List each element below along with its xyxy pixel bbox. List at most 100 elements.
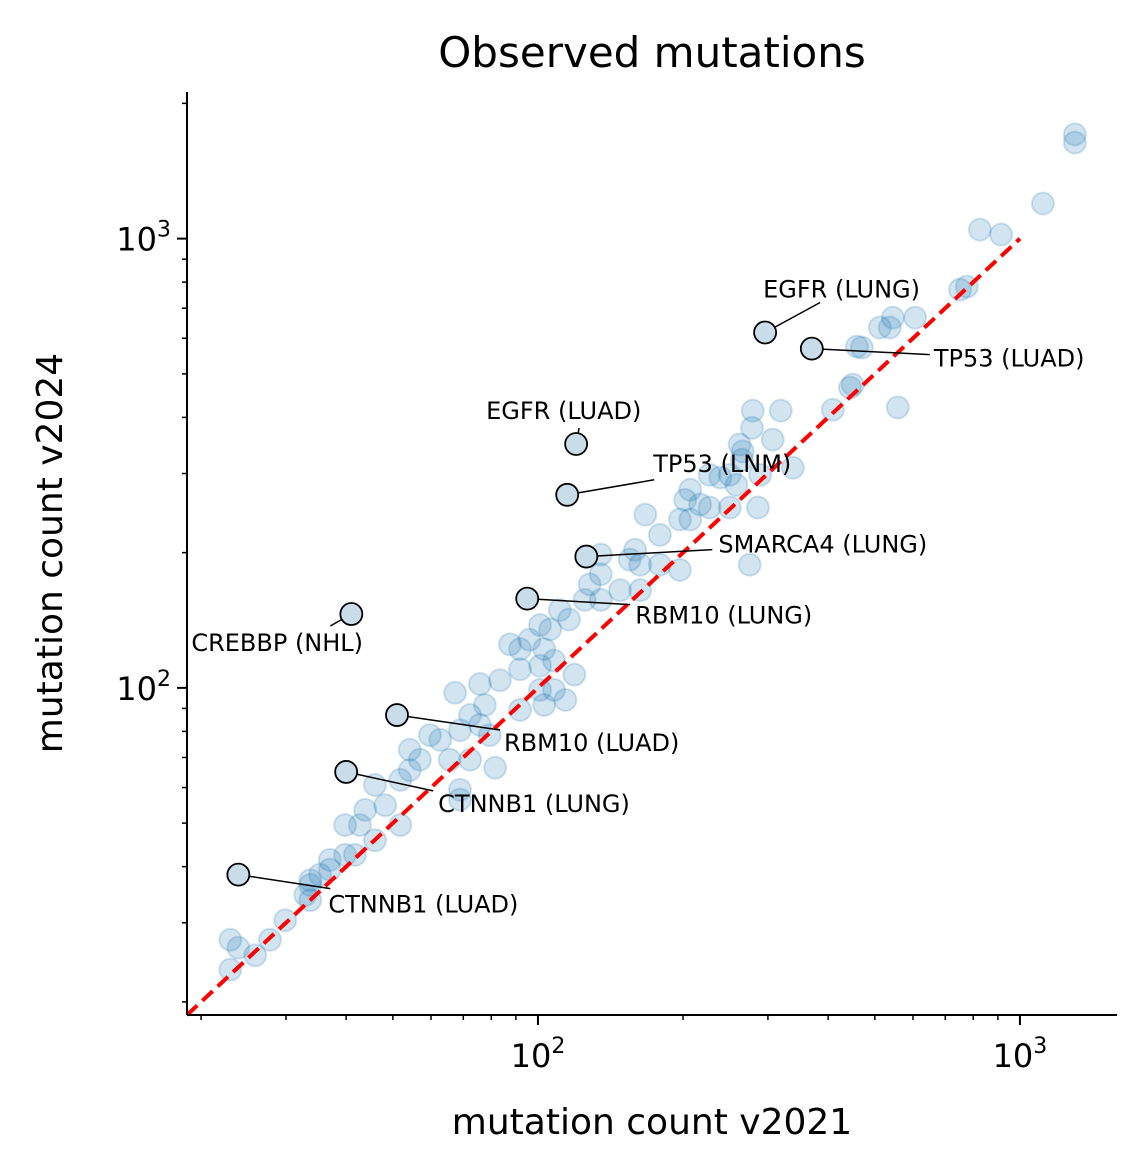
annotation-leader-line — [586, 548, 713, 558]
x-tick-label: 102 — [511, 1034, 566, 1075]
data-point — [553, 687, 578, 712]
data-point — [717, 462, 742, 487]
tick-base: 10 — [116, 670, 157, 708]
reference-line — [185, 237, 1022, 1017]
data-point — [447, 787, 472, 812]
data-point — [678, 507, 703, 532]
tick-exponent: 3 — [157, 218, 171, 243]
data-point — [577, 572, 602, 597]
y-tick-label: 102 — [116, 667, 171, 708]
highlighted-point — [385, 703, 409, 727]
data-point — [588, 587, 613, 612]
data-point — [667, 557, 692, 582]
data-point — [989, 222, 1014, 247]
data-point — [1062, 130, 1087, 155]
y-tick-label: 103 — [116, 218, 171, 259]
data-point — [508, 637, 533, 662]
annotation-leader-line — [811, 347, 930, 356]
data-point — [727, 432, 752, 457]
data-point — [730, 439, 755, 464]
data-point — [697, 495, 722, 520]
data-point — [673, 487, 698, 512]
data-point — [572, 587, 597, 612]
data-point — [562, 662, 587, 687]
data-point — [740, 398, 765, 423]
data-point — [307, 862, 332, 887]
data-point — [745, 495, 770, 520]
data-point — [397, 737, 422, 762]
data-point — [218, 957, 243, 982]
highlighted-point — [564, 432, 589, 456]
data-point — [243, 943, 268, 968]
data-point — [708, 465, 733, 490]
data-point — [407, 747, 432, 772]
data-point — [1030, 191, 1055, 216]
data-point — [298, 868, 323, 893]
data-point — [608, 578, 633, 603]
data-point — [528, 613, 553, 638]
data-point — [748, 462, 773, 487]
data-point — [472, 692, 497, 717]
data-point — [623, 537, 648, 562]
annotation-label: RBM10 (LUAD) — [504, 729, 679, 757]
data-point — [880, 305, 905, 330]
data-point — [487, 668, 512, 693]
tick-exponent: 2 — [157, 667, 171, 692]
data-point — [333, 813, 358, 838]
annotation-label: CREBBP (NHL) — [191, 629, 363, 657]
tick-exponent: 3 — [1033, 1034, 1047, 1059]
highlighted-point — [515, 586, 540, 611]
data-point — [447, 777, 472, 802]
data-point — [532, 692, 557, 717]
data-point — [528, 677, 553, 702]
data-point — [557, 607, 582, 632]
annotation-leader-line — [396, 714, 501, 731]
data-point — [317, 847, 342, 872]
x-tick-label: 103 — [993, 1034, 1048, 1075]
data-point — [498, 632, 523, 657]
data-point — [417, 723, 442, 748]
data-point — [844, 334, 869, 359]
tick-exponent: 2 — [551, 1034, 565, 1059]
y-axis-label: mutation count v2024 — [30, 353, 71, 753]
data-point — [647, 522, 672, 547]
points-layer — [218, 122, 1087, 982]
data-point — [737, 552, 762, 577]
data-point — [347, 813, 372, 838]
data-point — [542, 677, 567, 702]
annotation-label: EGFR (LUNG) — [763, 276, 920, 304]
tick-base: 10 — [116, 221, 157, 259]
data-point — [760, 427, 785, 452]
data-point — [467, 672, 492, 697]
data-point — [538, 617, 563, 642]
axes — [186, 92, 1117, 1016]
data-point — [967, 217, 992, 242]
data-point — [768, 398, 793, 423]
annotation-label: CTNNB1 (LUAD) — [328, 891, 518, 919]
data-point — [588, 562, 613, 587]
data-point — [528, 653, 553, 678]
annotation-leader-line — [238, 873, 331, 890]
data-point — [739, 415, 764, 440]
annotations-layer: EGFR (LUNG) TP53 (LUAD) EGFR (LUAD) TP53 (L… — [191, 276, 1084, 919]
chart-title: Observed mutations — [438, 28, 866, 77]
highlighted-point — [555, 482, 580, 507]
x-axis-label: mutation count v2021 — [452, 1102, 852, 1143]
data-point — [517, 627, 542, 652]
annotation-label: TP53 (LUAD) — [933, 345, 1085, 373]
data-point — [226, 935, 251, 960]
data-point — [273, 908, 298, 933]
data-point — [1062, 122, 1087, 147]
annotation-leader-line — [527, 597, 631, 606]
data-point — [867, 315, 892, 340]
highlighted-point — [799, 336, 824, 361]
data-point — [903, 305, 928, 330]
annotation-label: CTNNB1 (LUNG) — [438, 790, 630, 818]
data-point — [729, 447, 754, 472]
data-point — [688, 492, 713, 517]
data-point — [947, 277, 972, 302]
annotation-leader-line — [567, 479, 655, 496]
data-point — [508, 697, 533, 722]
